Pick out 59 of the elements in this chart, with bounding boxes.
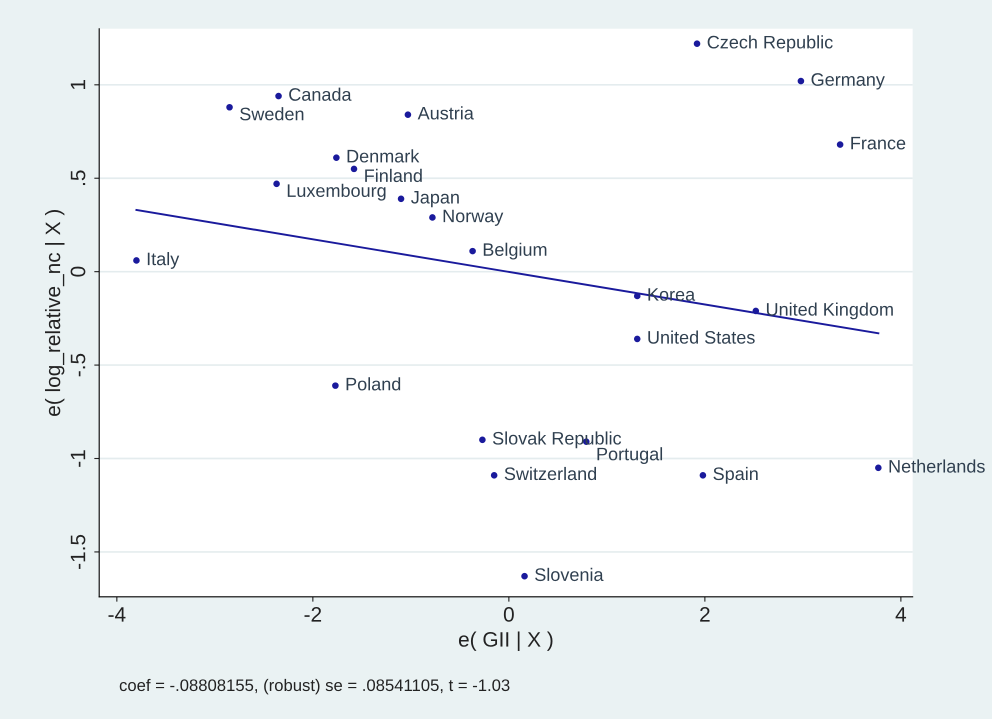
- text: coef = -.08808155, (robust) se = .08541105, t = -1.03: [120, 678, 510, 694]
- point: [273, 180, 280, 188]
- y-tick-label: 1: [70, 80, 86, 90]
- point: [404, 111, 412, 118]
- point: [275, 92, 282, 100]
- annotation: Poland: [346, 377, 400, 390]
- annotation: Finland: [365, 168, 422, 182]
- annotation: Portugal: [597, 447, 662, 464]
- x-tick-label: 2: [700, 607, 710, 622]
- point: [226, 104, 233, 111]
- y-tick-label: -.5: [70, 354, 86, 376]
- x-tick-label: -2: [304, 607, 322, 622]
- annotation: Belgium: [484, 242, 546, 260]
- x-tick-label: 4: [896, 607, 906, 622]
- annotation: Denmark: [348, 149, 420, 163]
- annotation: Germany: [812, 73, 885, 90]
- y-tick-label: 0: [70, 266, 86, 277]
- point: [521, 572, 528, 580]
- annotation: Czech Republic: [708, 35, 833, 52]
- point: [752, 308, 760, 314]
- x-tick-label: 0: [504, 607, 514, 622]
- point: [332, 382, 339, 389]
- point: [694, 40, 700, 47]
- y-axis-title: e( log_relative_nc | X ): [44, 210, 64, 416]
- annotation: Netherlands: [890, 459, 985, 473]
- annotation: United States: [648, 330, 755, 344]
- annotation: United Kingdom: [766, 302, 893, 320]
- annotation: Slovak Republic: [492, 431, 622, 448]
- annotation: Austria: [418, 106, 474, 120]
- point: [429, 214, 436, 221]
- point: [398, 195, 404, 202]
- y-tick-label: -1.5: [70, 534, 86, 569]
- point: [634, 336, 641, 342]
- point: [333, 154, 340, 161]
- point: [700, 472, 706, 479]
- annotation: Sweden: [240, 107, 304, 120]
- annotation: Norway: [444, 210, 504, 226]
- point: [490, 472, 498, 479]
- annotation: Korea: [648, 288, 696, 301]
- y-tick-label: -1: [70, 450, 86, 467]
- annotation: Luxembourg: [288, 184, 386, 201]
- point: [836, 141, 844, 148]
- y-tick-label: .5: [70, 170, 86, 186]
- x-axis-title: e( GII | X ): [458, 631, 552, 651]
- point: [350, 166, 358, 172]
- point: [798, 78, 804, 84]
- annotation: Spain: [713, 466, 758, 484]
- point: [469, 248, 476, 254]
- annotation: Switzerland: [504, 466, 596, 480]
- annotation: France: [851, 136, 906, 150]
- annotation: Japan: [411, 191, 459, 208]
- point: [479, 436, 486, 444]
- point: [133, 257, 140, 264]
- annotation: Slovenia: [535, 568, 604, 582]
- x-tick-label: -4: [108, 607, 126, 622]
- annotation: Italy: [148, 252, 180, 269]
- point: [875, 464, 882, 472]
- point: [634, 292, 641, 300]
- annotation: Canada: [289, 88, 352, 101]
